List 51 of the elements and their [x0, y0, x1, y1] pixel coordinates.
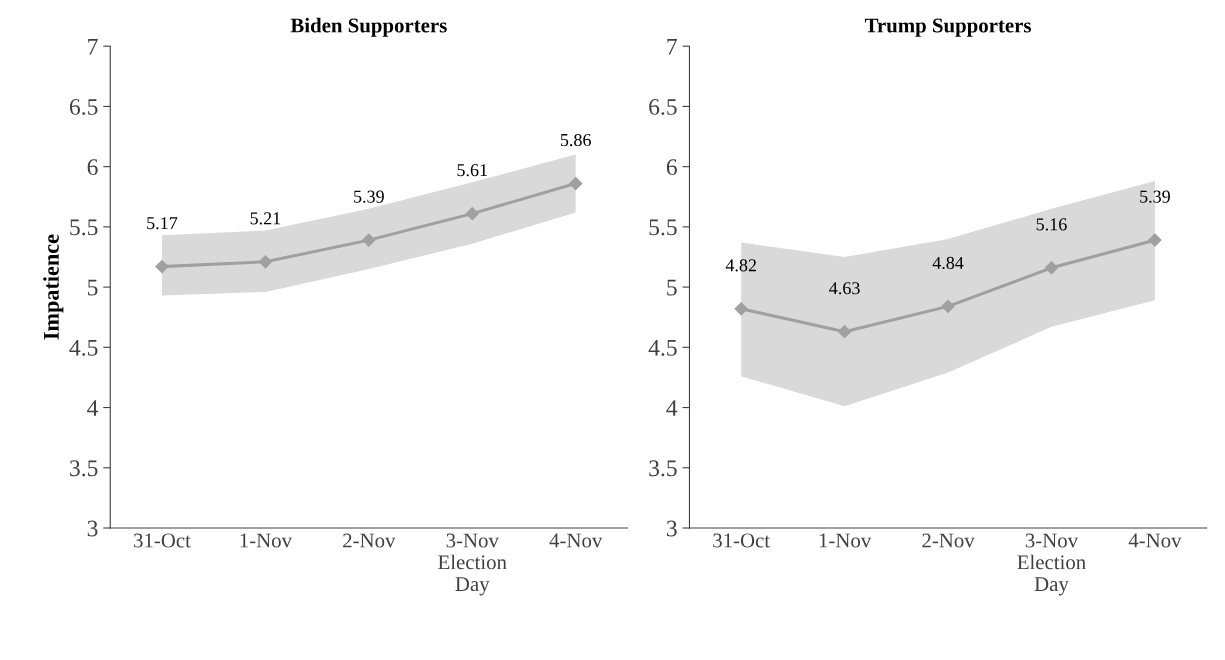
y-tick-label: 3.5 — [649, 460, 677, 477]
x-tick-label: 31-Oct — [713, 533, 770, 548]
data-label: 4.84 — [932, 256, 964, 270]
x-tick-label: 1-Nov — [819, 533, 872, 548]
y-axis-title: Impatience — [43, 234, 64, 340]
point — [838, 325, 852, 339]
y-tick-label: 3.5 — [70, 460, 98, 477]
data-label: 5.61 — [457, 164, 487, 177]
y-tick-label: 6 — [666, 159, 677, 176]
data-label: 4.63 — [829, 282, 860, 295]
y-tick-label: 4 — [87, 400, 99, 416]
data-label: 5.39 — [354, 190, 384, 203]
x-tick-label: 2-Nov — [922, 533, 975, 548]
x-tick-label: 31-Oct — [134, 533, 191, 548]
x-tick-label: 4-Nov — [1128, 533, 1182, 548]
data-label: 5.17 — [147, 217, 178, 230]
x-tick-label: 2-Nov — [343, 533, 396, 548]
data-label: 5.39 — [1140, 190, 1170, 203]
y-tick-label: 7 — [88, 38, 98, 55]
point — [1148, 233, 1162, 247]
point — [569, 176, 583, 191]
point — [1044, 261, 1059, 275]
point — [941, 299, 955, 313]
y-tick-label: 6.5 — [69, 98, 98, 115]
data-label: 5.86 — [560, 133, 591, 147]
point — [734, 302, 748, 316]
y-tick-label: 7 — [667, 38, 677, 55]
y-tick-label: 4.5 — [648, 339, 677, 356]
chart-title: Trump Supporters — [864, 18, 1031, 37]
point — [465, 207, 479, 221]
x-tick-label: 3-Nov Election Day — [438, 533, 507, 596]
x-tick-label: 1-Nov — [240, 533, 293, 548]
y-tick-label: 5.5 — [649, 219, 677, 236]
chart-title: Biden Supporters — [290, 17, 447, 37]
y-tick-label: 4.5 — [69, 339, 98, 356]
data-label: 4.82 — [725, 259, 756, 272]
y-tick-label: 4 — [666, 400, 678, 416]
x-tick-label: 3-Nov Election Day — [1017, 533, 1086, 596]
point — [362, 233, 376, 247]
y-tick-label: 3 — [87, 520, 98, 537]
y-tick-label: 5.5 — [70, 219, 98, 236]
point — [258, 255, 272, 269]
point — [155, 260, 169, 274]
y-tick-label: 5 — [667, 279, 677, 296]
x-tick-label: 4-Nov — [549, 533, 603, 548]
y-tick-label: 3 — [666, 520, 677, 537]
data-label: 5.21 — [250, 212, 281, 225]
y-tick-label: 6 — [87, 159, 98, 176]
y-tick-label: 5 — [88, 279, 98, 296]
y-tick-label: 6.5 — [649, 98, 677, 115]
data-label: 5.16 — [1036, 218, 1067, 231]
